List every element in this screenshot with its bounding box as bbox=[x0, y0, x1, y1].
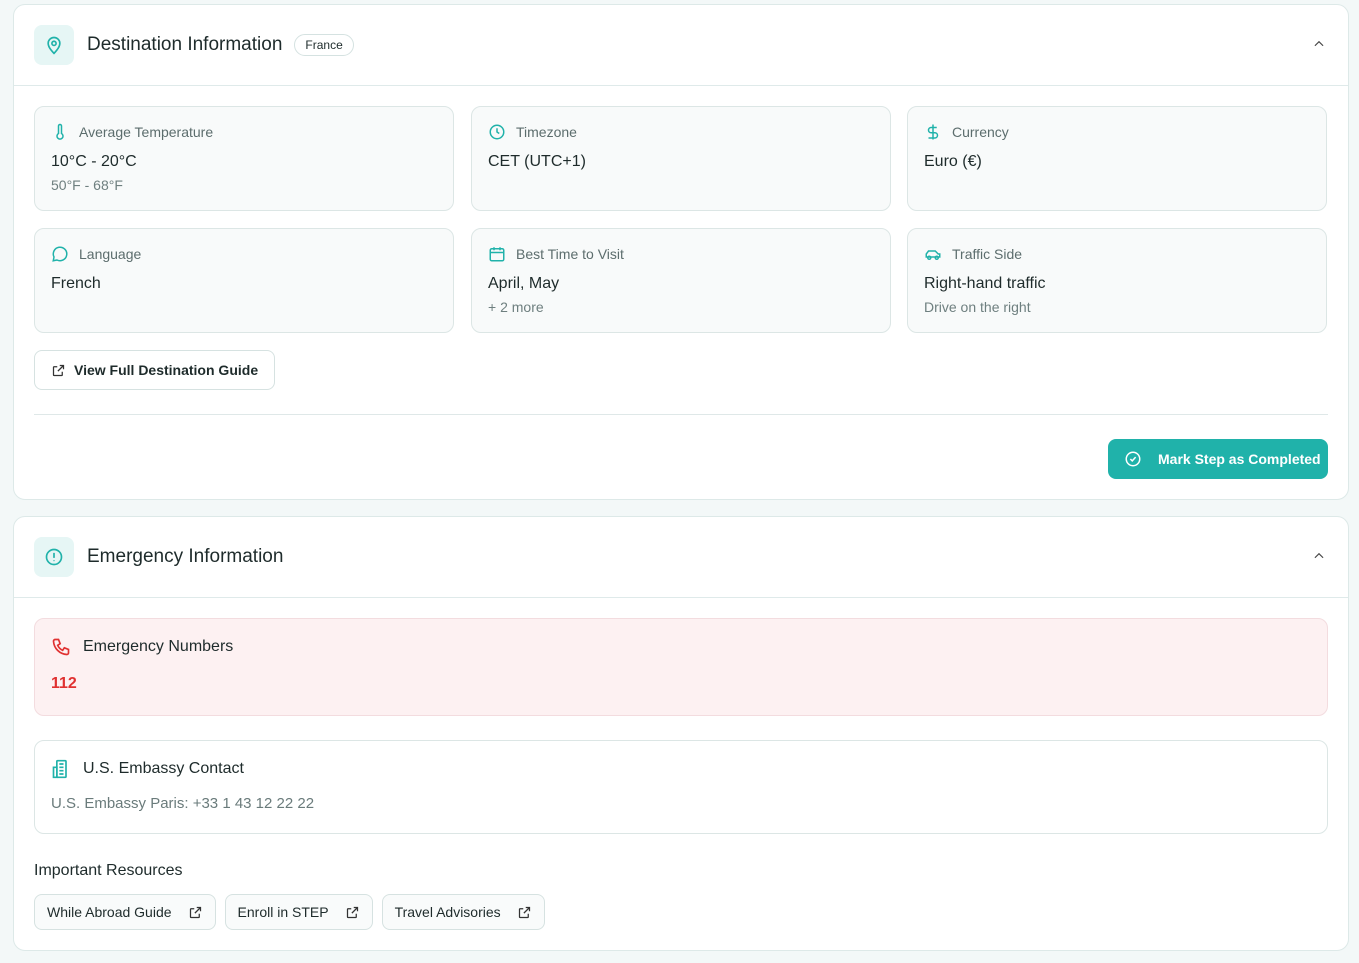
thermometer-icon bbox=[56, 123, 64, 140]
chat-bubble-icon bbox=[52, 246, 68, 262]
embassy-box: U.S. Embassy Contact U.S. Embassy Paris:… bbox=[34, 740, 1328, 834]
alert-circle-icon bbox=[34, 537, 74, 577]
external-link-icon bbox=[52, 364, 65, 376]
info-tile: Timezone CET (UTC+1) bbox=[471, 106, 891, 211]
section-title: Emergency Information bbox=[87, 546, 284, 567]
info-tile: Traffic Side Right-hand traffic Drive on… bbox=[907, 228, 1327, 333]
info-tile: Currency Euro (€) bbox=[907, 106, 1327, 211]
resource-link-button[interactable]: Travel Advisories bbox=[381, 894, 545, 930]
calendar-icon bbox=[489, 247, 505, 262]
emergency-header[interactable]: Emergency Information bbox=[14, 517, 1348, 598]
info-tile: Language French bbox=[34, 228, 454, 333]
external-link-icon bbox=[346, 906, 358, 918]
view-destination-guide-button[interactable]: View Full Destination Guide bbox=[34, 350, 276, 390]
car-icon bbox=[925, 250, 941, 260]
resource-link-button[interactable]: Enroll in STEP bbox=[224, 894, 373, 930]
dollar-icon bbox=[927, 124, 939, 140]
chevron-up-icon[interactable] bbox=[1312, 549, 1326, 563]
resources-heading: Important Resources bbox=[34, 862, 183, 879]
country-badge: France bbox=[294, 34, 354, 56]
emergency-number: 112 bbox=[51, 675, 77, 692]
info-tile: Best Time to Visit April, May + 2 more bbox=[471, 228, 891, 333]
phone-icon bbox=[52, 638, 70, 656]
external-link-icon bbox=[189, 906, 201, 918]
info-tile: Average Temperature 10°C - 20°C 50°F - 6… bbox=[34, 106, 454, 211]
chevron-up-icon[interactable] bbox=[1312, 37, 1326, 51]
clock-icon bbox=[489, 124, 505, 140]
destination-header[interactable]: Destination Information France bbox=[14, 5, 1348, 86]
emergency-card: Emergency Information Emergency Numbers … bbox=[13, 516, 1349, 951]
emergency-numbers-box: Emergency Numbers 112 bbox=[34, 618, 1328, 716]
destination-card: Destination Information France Average T… bbox=[13, 4, 1349, 500]
building-icon bbox=[52, 759, 67, 779]
external-link-icon bbox=[518, 906, 530, 918]
divider bbox=[34, 414, 1328, 415]
section-title: Destination Information bbox=[87, 34, 283, 55]
mark-step-completed-button[interactable]: Mark Step as Completed bbox=[1108, 439, 1328, 479]
map-pin-icon bbox=[34, 25, 74, 65]
resource-link-button[interactable]: While Abroad Guide bbox=[34, 894, 216, 930]
check-circle-icon bbox=[1125, 451, 1141, 467]
